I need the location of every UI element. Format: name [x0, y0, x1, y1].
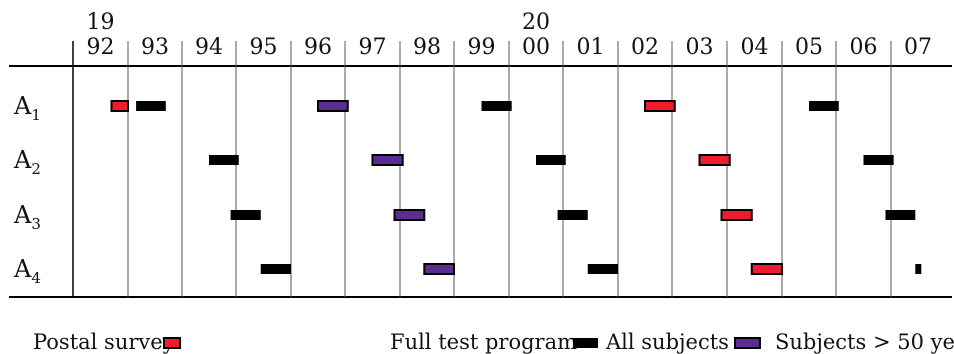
year-label: 00 — [522, 35, 550, 60]
year-label: 94 — [195, 35, 223, 60]
legend: Postal survey Full test program All subj… — [33, 330, 954, 354]
year-label-century: 20 — [522, 10, 550, 35]
all-subjects-bar — [863, 155, 894, 165]
year-label: 02 — [631, 35, 659, 60]
postal-survey-bar — [720, 209, 753, 221]
all-subjects-bar — [209, 155, 239, 165]
year-label: 95 — [250, 35, 278, 60]
row-label: A3 — [13, 201, 41, 233]
year-label: 06 — [850, 35, 878, 60]
legend-all-swatch — [573, 338, 598, 348]
postal-survey-bar — [110, 100, 129, 112]
all-subjects-bar — [885, 210, 916, 220]
all-subjects-bar — [557, 210, 588, 220]
postal-survey-bar — [750, 263, 783, 275]
subjects-over-50-bar — [393, 209, 426, 221]
year-label: 98 — [413, 35, 441, 60]
all-subjects-bar — [536, 155, 566, 165]
year-label: 96 — [304, 35, 332, 60]
year-label: 01 — [577, 35, 605, 60]
row-label: A2 — [13, 146, 41, 178]
legend-over50-swatch — [734, 337, 761, 349]
year-label: 97 — [359, 35, 387, 60]
year-label: 99 — [468, 35, 496, 60]
all-subjects-bar — [915, 264, 922, 274]
subjects-over-50-bar — [423, 263, 455, 275]
year-label: 93 — [141, 35, 169, 60]
legend-postal-swatch — [163, 337, 181, 349]
schedule-bars — [110, 100, 922, 275]
year-label: 07 — [904, 35, 932, 60]
legend-all-label: All subjects — [605, 330, 729, 354]
year-label: 05 — [795, 35, 823, 60]
all-subjects-bar — [230, 210, 261, 220]
row-labels: A1 A2 A3 A4 — [13, 92, 41, 287]
legend-postal-label: Postal survey — [33, 330, 175, 354]
subjects-over-50-bar — [371, 154, 404, 166]
year-label-century: 19 — [87, 10, 115, 35]
row-label: A1 — [13, 92, 41, 124]
year-label: 03 — [686, 35, 714, 60]
postal-survey-bar — [644, 100, 676, 112]
subjects-over-50-bar — [317, 100, 349, 112]
all-subjects-bar — [587, 264, 618, 274]
row-label: A4 — [13, 255, 41, 287]
all-subjects-bar — [809, 101, 839, 111]
year-label: 04 — [741, 35, 769, 60]
postal-survey-bar — [698, 154, 731, 166]
all-subjects-bar — [260, 264, 291, 274]
year-gridlines — [72, 41, 892, 297]
all-subjects-bar — [481, 101, 512, 111]
legend-full-label: Full test program — [390, 330, 577, 354]
all-subjects-bar — [136, 101, 166, 111]
legend-over50-label: Subjects > 50 years — [775, 330, 954, 354]
year-label: 92 — [87, 35, 115, 60]
